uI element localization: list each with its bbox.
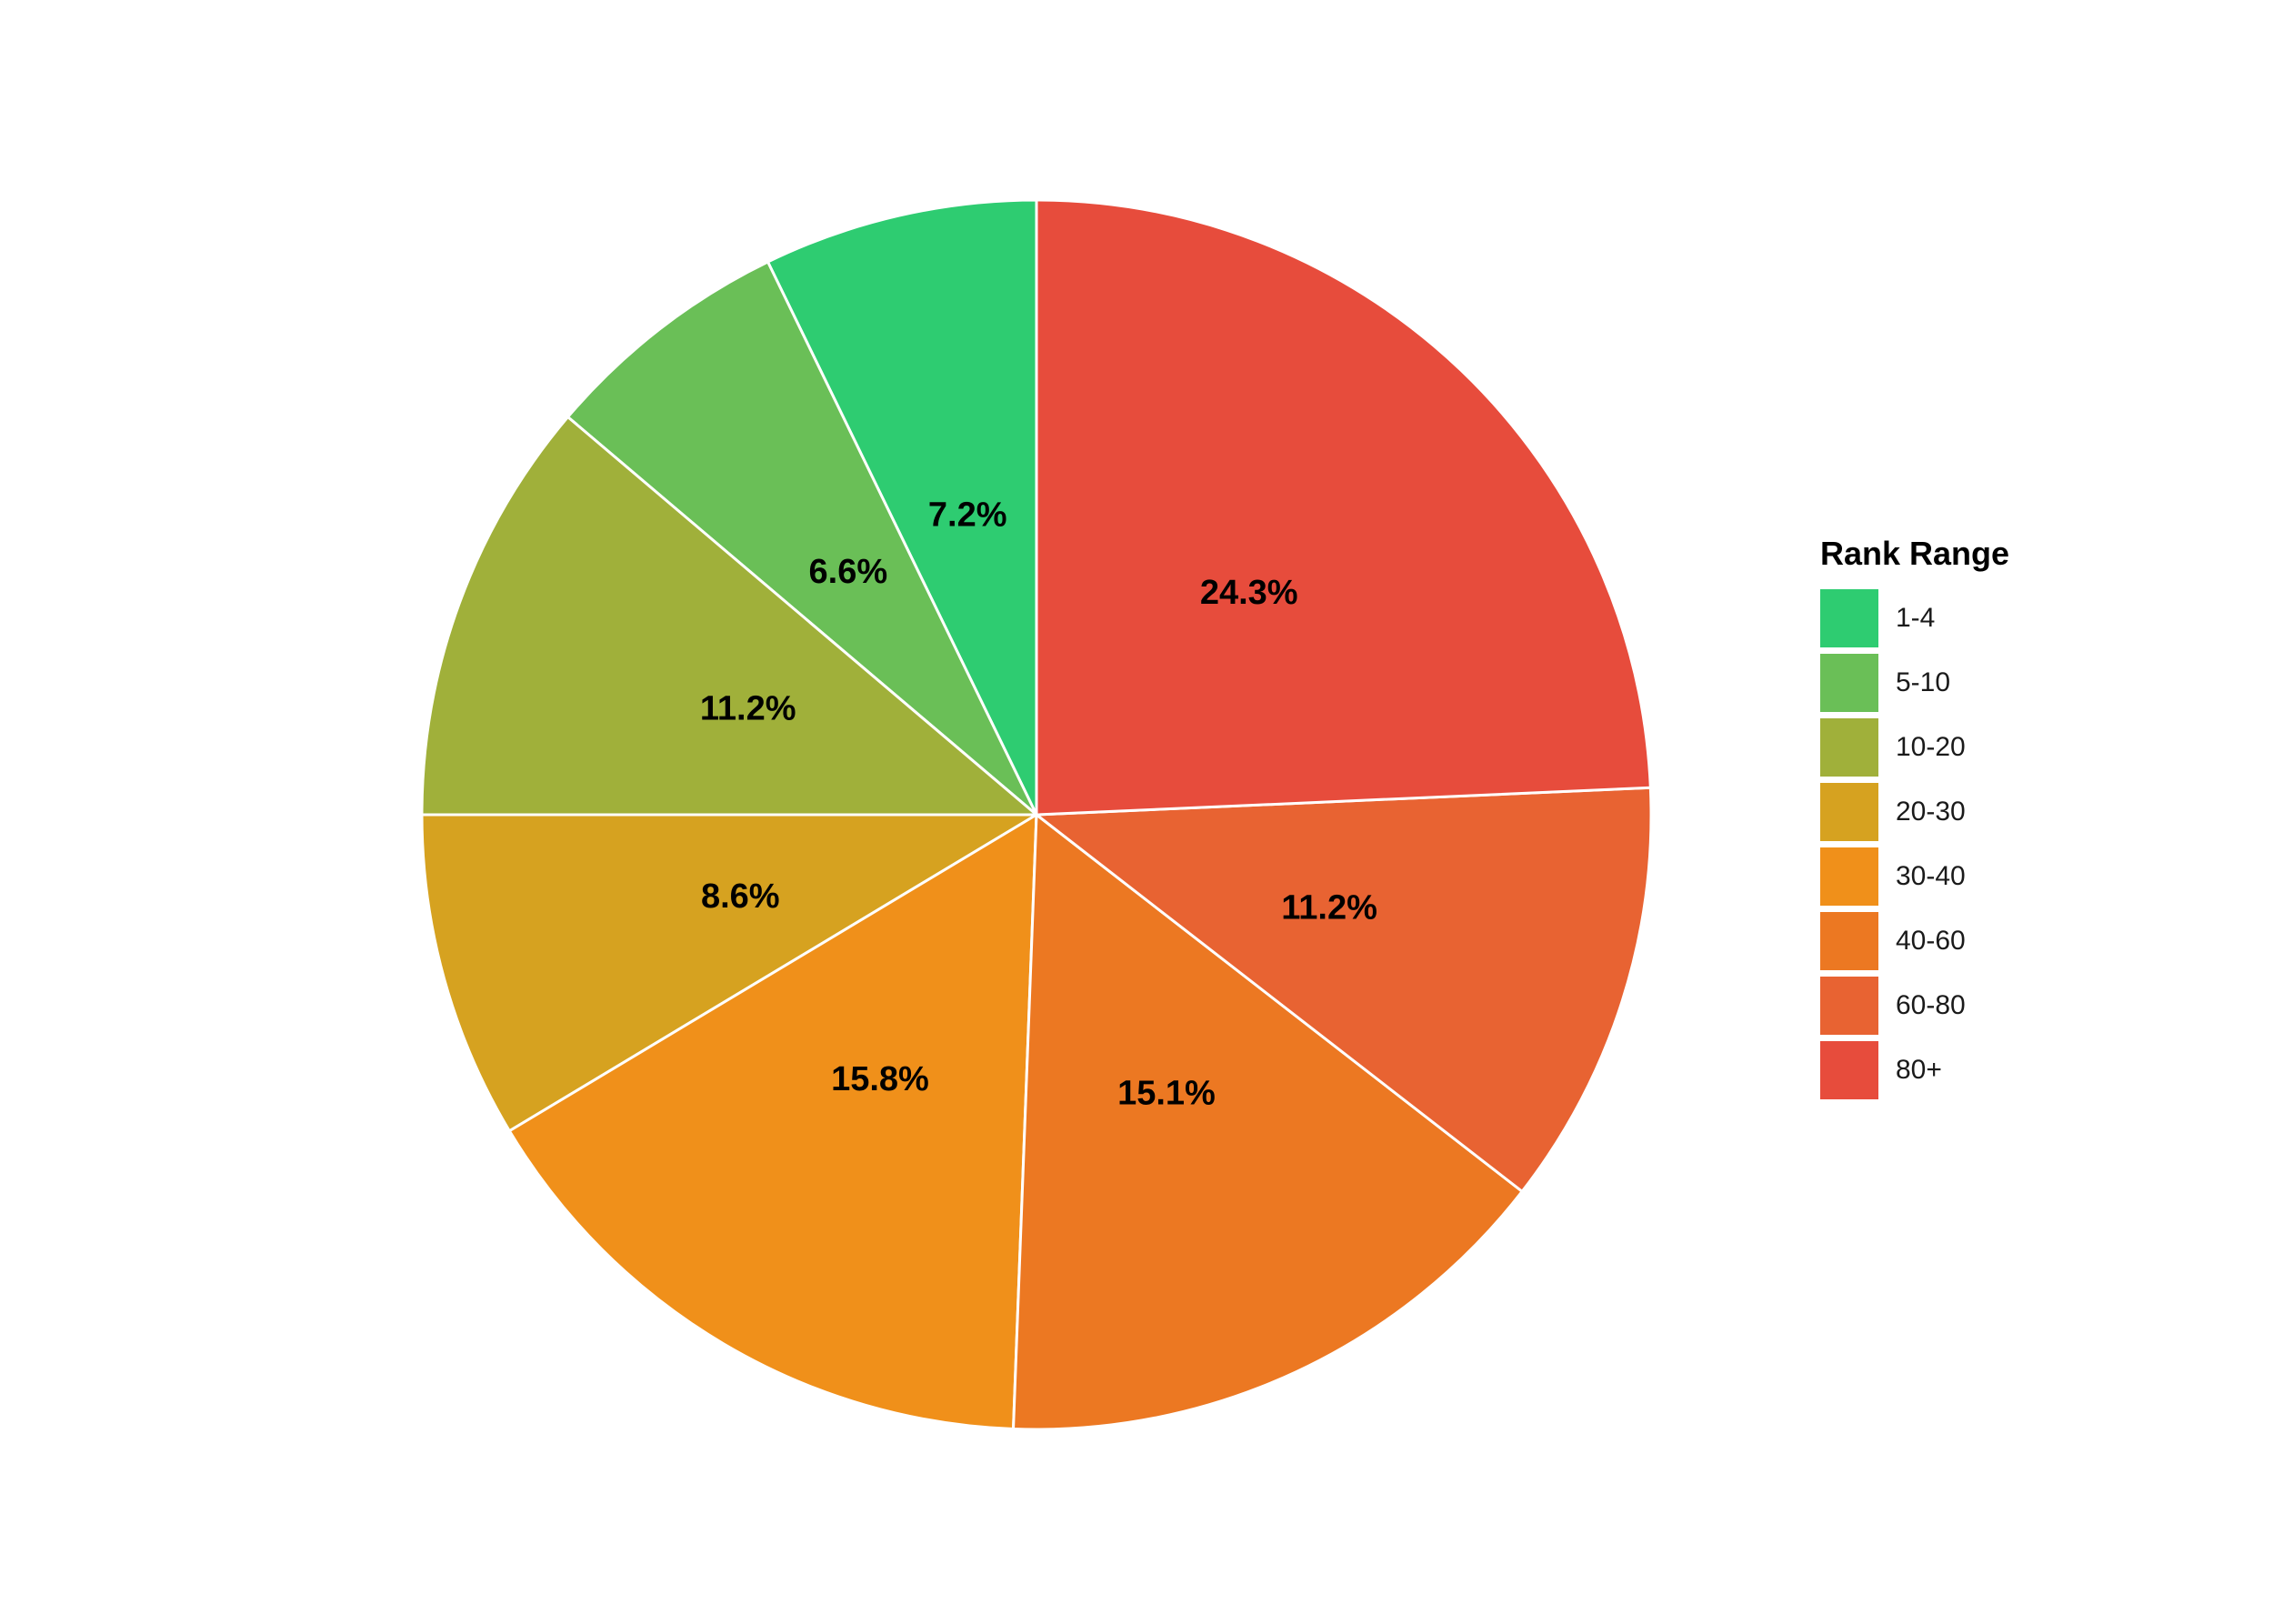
legend-swatch [1820, 782, 1878, 841]
legend-items: 1-4 5-10 10-20 20-30 30-40 40-60 60-80 80+ [1820, 586, 2009, 1102]
legend-swatch [1820, 653, 1878, 712]
legend-item-5-10: 5-10 [1820, 650, 2009, 715]
pie-slice-60-80 [1032, 786, 1653, 1194]
legend: Rank Range 1-4 5-10 10-20 20-30 30-40 40-60 60… [1820, 535, 2009, 1102]
slice-label-30-40: 15.8% [831, 1060, 929, 1098]
pie-slice-80+ [1035, 198, 1652, 817]
legend-item-20-30: 20-30 [1820, 779, 2009, 844]
legend-item-60-80: 60-80 [1820, 973, 2009, 1038]
pie-slice-5-10 [566, 259, 1038, 817]
slice-label-5-10: 6.6% [809, 553, 888, 591]
legend-swatch [1820, 717, 1878, 777]
pie-slice-labels: 7.2% 6.6% 11.2% 8.6% 15.8% 15.1% 11.2% 24.3% [700, 496, 1377, 1113]
legend-label: 1-4 [1896, 602, 1936, 633]
slice-label-60-80: 11.2% [1281, 888, 1377, 927]
legend-swatch [1820, 1040, 1878, 1099]
slice-label-10-20: 11.2% [700, 690, 796, 728]
legend-item-30-40: 30-40 [1820, 844, 2009, 908]
legend-swatch [1820, 847, 1878, 906]
pie-slice-1-4 [766, 198, 1038, 816]
legend-item-10-20: 10-20 [1820, 715, 2009, 779]
legend-label: 40-60 [1896, 925, 1966, 956]
pie-slice-20-30 [420, 813, 1042, 1133]
legend-label: 30-40 [1896, 860, 1966, 891]
legend-label: 5-10 [1896, 667, 1951, 697]
pie-slice-40-60 [1011, 812, 1525, 1431]
legend-swatch [1820, 588, 1878, 647]
legend-label: 80+ [1896, 1054, 1942, 1085]
pie-slice-10-20 [420, 415, 1041, 817]
pie-slice-30-40 [507, 812, 1038, 1431]
legend-swatch [1820, 976, 1878, 1035]
slice-label-20-30: 8.6% [701, 877, 780, 916]
slice-label-40-60: 15.1% [1117, 1074, 1216, 1112]
legend-item-1-4: 1-4 [1820, 586, 2009, 650]
legend-label: 10-20 [1896, 731, 1966, 762]
slice-label-80+: 24.3% [1200, 574, 1298, 612]
legend-title: Rank Range [1820, 535, 2010, 572]
legend-label: 60-80 [1896, 989, 1966, 1020]
legend-item-40-60: 40-60 [1820, 908, 2009, 973]
legend-swatch [1820, 911, 1878, 970]
slice-label-1-4: 7.2% [928, 496, 1007, 535]
legend-label: 20-30 [1896, 796, 1966, 827]
pie-slices [420, 198, 1653, 1431]
legend-item-80+: 80+ [1820, 1038, 2009, 1102]
